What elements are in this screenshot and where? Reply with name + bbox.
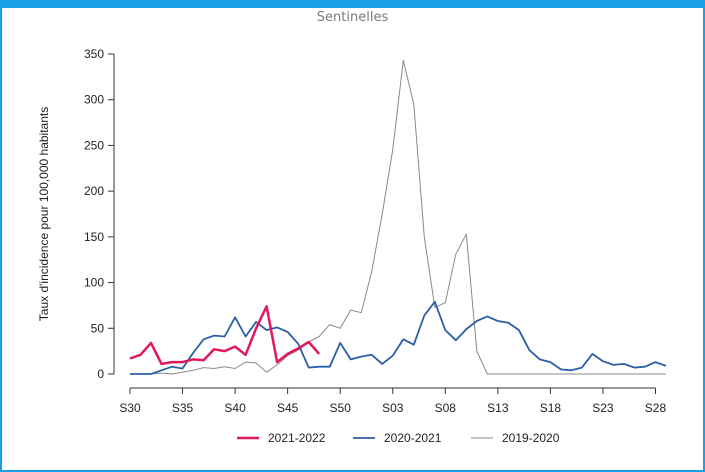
y-tick-label: 50 bbox=[91, 321, 105, 335]
x-axis: S30 S35 S40 S45 S50 S03 S08 S13 S18 S23 S28 bbox=[119, 387, 667, 415]
y-tick-label: 100 bbox=[84, 276, 104, 290]
y-tick-label: 200 bbox=[84, 184, 104, 198]
x-tick-label: S18 bbox=[540, 401, 562, 415]
series-line-2020-2021 bbox=[130, 300, 667, 375]
x-tick-label: S13 bbox=[487, 401, 509, 415]
x-tick-label: S03 bbox=[382, 401, 404, 415]
x-tick-label: S28 bbox=[645, 401, 667, 415]
legend-label: 2020-2021 bbox=[384, 431, 442, 445]
x-tick-label: S45 bbox=[277, 401, 299, 415]
y-axis-label: Taux d'incidence pour 100,000 habitants bbox=[37, 107, 51, 321]
legend-label: 2019-2020 bbox=[502, 431, 560, 445]
x-tick-label: S08 bbox=[435, 401, 457, 415]
chart-title: Sentinelles bbox=[316, 10, 389, 25]
series-group bbox=[129, 59, 667, 375]
y-tick-label: 0 bbox=[97, 367, 104, 381]
y-tick-label: 150 bbox=[84, 230, 104, 244]
y-tick-label: 250 bbox=[84, 138, 104, 152]
x-tick-label: S30 bbox=[119, 401, 141, 415]
legend-label: 2021-2022 bbox=[268, 431, 326, 445]
series-line-2019-2020 bbox=[130, 59, 666, 375]
y-tick-label: 300 bbox=[84, 93, 104, 107]
x-tick-label: S40 bbox=[224, 401, 246, 415]
series-line-2021-2022 bbox=[129, 305, 321, 366]
y-axis: 0 50 100 150 200 250 300 350 bbox=[84, 47, 115, 381]
legend: 2021-2022 2020-2021 2019-2020 bbox=[237, 431, 560, 445]
x-tick-label: S35 bbox=[172, 401, 194, 415]
x-tick-label: S23 bbox=[592, 401, 614, 415]
x-tick-label: S50 bbox=[330, 401, 352, 415]
y-tick-label: 350 bbox=[84, 47, 104, 61]
